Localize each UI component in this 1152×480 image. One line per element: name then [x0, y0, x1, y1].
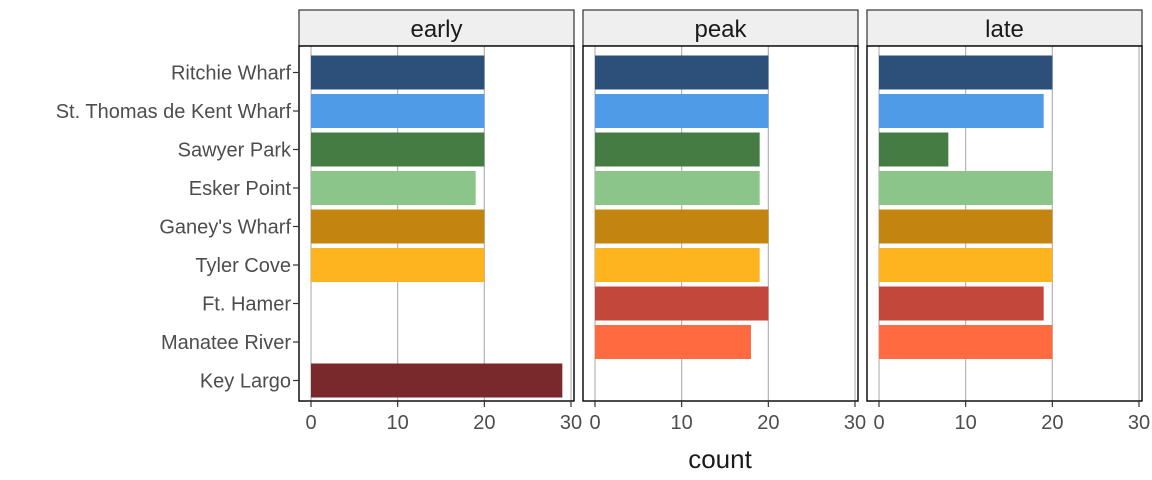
bar-early-1 — [311, 94, 485, 128]
bar-early-2 — [311, 132, 485, 167]
x-tick-label: 0 — [873, 412, 884, 434]
bar-late-5 — [879, 248, 1053, 282]
bar-peak-7 — [595, 325, 751, 359]
bar-early-3 — [311, 171, 476, 205]
strip-label-late: late — [985, 16, 1024, 43]
panel-early: early 0 10 20 30 — [298, 9, 582, 434]
strip-early — [298, 9, 575, 47]
bar-peak-3 — [595, 171, 760, 205]
bar-late-4 — [879, 209, 1053, 244]
bar-early-8 — [311, 363, 563, 398]
category-label: Sawyer Park — [178, 140, 292, 162]
category-label: St. Thomas de Kent Wharf — [56, 101, 292, 123]
category-label: Ft. Hamer — [202, 294, 291, 316]
x-tick-label: 10 — [671, 412, 693, 434]
category-label: Manatee River — [161, 332, 291, 354]
bar-late-7 — [879, 325, 1053, 359]
bar-late-2 — [879, 132, 949, 167]
category-label: Ritchie Wharf — [171, 63, 291, 85]
strip-late — [866, 9, 1143, 47]
bar-early-4 — [311, 209, 485, 244]
category-label: Esker Point — [189, 178, 292, 200]
bar-peak-5 — [595, 248, 760, 282]
category-label: Tyler Cove — [195, 255, 291, 277]
bar-late-3 — [879, 171, 1053, 205]
bar-peak-6 — [595, 286, 769, 321]
x-axis-title: count — [688, 444, 752, 474]
bar-peak-2 — [595, 132, 760, 167]
category-labels: Ritchie Wharf St. Thomas de Kent Wharf Saw… — [56, 63, 299, 393]
bar-late-1 — [879, 94, 1044, 128]
panel-late: late 0 10 20 30 — [866, 9, 1150, 434]
bar-peak-0 — [595, 55, 769, 90]
x-tick-label: 20 — [473, 412, 495, 434]
x-tick-label: 20 — [757, 412, 779, 434]
bar-late-6 — [879, 286, 1044, 321]
bar-late-0 — [879, 55, 1053, 90]
bar-peak-1 — [595, 94, 769, 128]
strip-label-peak: peak — [694, 16, 747, 43]
bar-early-5 — [311, 248, 485, 282]
x-tick-label: 20 — [1041, 412, 1063, 434]
panel-border — [582, 45, 859, 402]
category-label: Key Largo — [200, 371, 291, 393]
x-tick-label: 30 — [844, 412, 866, 434]
bar-peak-4 — [595, 209, 769, 244]
panels: early 0 10 20 30 peak 0 10 20 30 late 0 10 20 30 — [298, 9, 1150, 434]
x-tick-label: 30 — [1128, 412, 1150, 434]
panel-border — [866, 45, 1143, 402]
strip-label-early: early — [410, 16, 462, 43]
x-tick-label: 0 — [589, 412, 600, 434]
panel-peak: peak 0 10 20 30 — [582, 9, 866, 434]
category-label: Ganey's Wharf — [159, 217, 291, 239]
x-tick-label: 0 — [305, 412, 316, 434]
x-tick-label: 10 — [955, 412, 977, 434]
x-tick-label: 30 — [560, 412, 582, 434]
strip-peak — [582, 9, 859, 47]
bar-early-0 — [311, 55, 485, 90]
panel-border — [298, 45, 575, 402]
x-tick-label: 10 — [387, 412, 409, 434]
